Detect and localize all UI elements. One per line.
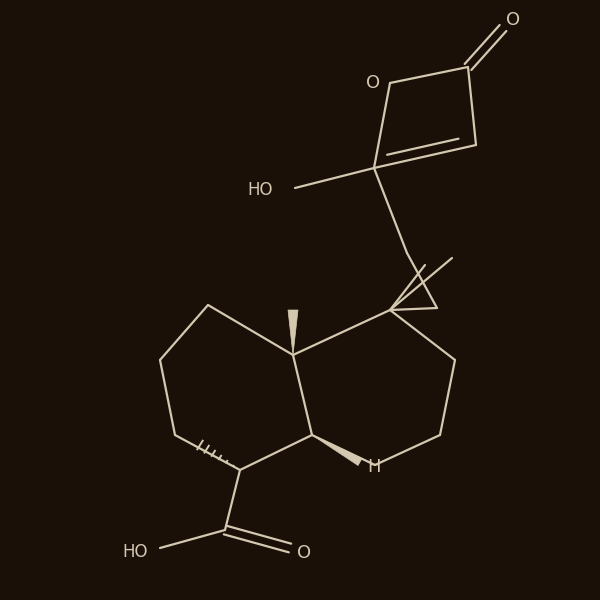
Polygon shape xyxy=(288,310,298,355)
Text: O: O xyxy=(297,544,311,562)
Text: O: O xyxy=(506,11,520,29)
Polygon shape xyxy=(312,435,362,466)
Text: O: O xyxy=(366,74,380,92)
Text: H: H xyxy=(367,458,381,476)
Text: HO: HO xyxy=(122,543,148,561)
Text: HO: HO xyxy=(248,181,273,199)
